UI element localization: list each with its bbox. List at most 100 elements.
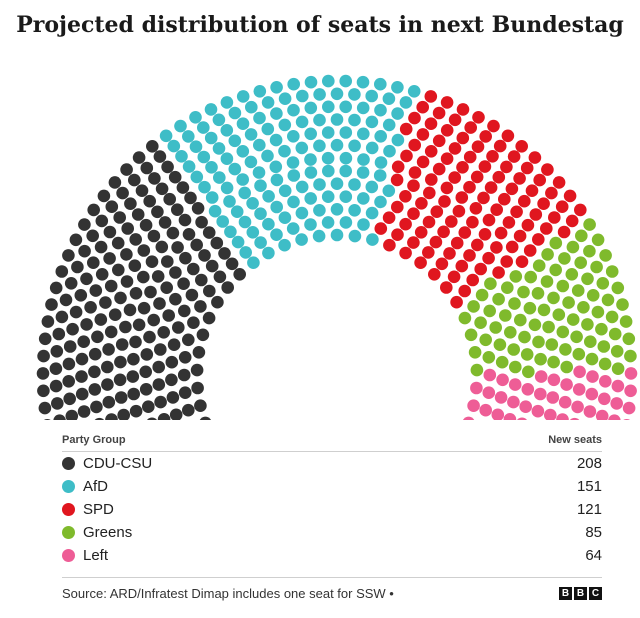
party-name: AfD: [83, 478, 109, 495]
seat-spd: [474, 262, 488, 276]
seat-greens: [610, 345, 624, 358]
seat-spd: [440, 96, 454, 109]
seat-greens: [484, 277, 497, 290]
seat-cdu-csu: [104, 279, 118, 293]
seat-afd: [391, 133, 405, 147]
legend-header: Party Group New seats: [62, 434, 602, 452]
seat-cdu-csu: [167, 338, 181, 352]
seat-afd: [365, 141, 379, 155]
seat-afd: [205, 191, 219, 204]
seat-spd: [532, 233, 545, 246]
seat-afd: [321, 190, 335, 203]
seat-afd: [230, 205, 244, 218]
seat-spd: [407, 236, 420, 249]
seat-cdu-csu: [182, 228, 196, 241]
seat-cdu-csu: [151, 270, 165, 283]
seat-afd: [295, 115, 309, 129]
seat-cdu-csu: [113, 211, 126, 224]
seat-cdu-csu: [75, 352, 89, 366]
seat-spd: [478, 160, 492, 173]
seat-left: [573, 365, 586, 379]
seat-afd: [208, 204, 222, 218]
seat-cdu-csu: [147, 229, 161, 243]
seat-cdu-csu: [43, 419, 51, 420]
seat-cdu-csu: [63, 340, 77, 353]
seat-spd: [408, 166, 422, 179]
seat-spd: [518, 194, 531, 208]
seat-spd: [382, 211, 396, 224]
seat-greens: [552, 308, 566, 322]
seat-count: 64: [585, 547, 602, 564]
seat-afd: [295, 180, 309, 194]
seat-cdu-csu: [139, 383, 153, 396]
seat-cdu-csu: [80, 272, 93, 286]
seat-afd: [278, 144, 291, 158]
seat-afd: [212, 142, 226, 155]
seat-cdu-csu: [205, 259, 219, 273]
seat-left: [611, 379, 625, 393]
seat-cdu-csu: [37, 349, 50, 363]
seat-spd: [471, 140, 485, 153]
seat-spd: [552, 176, 566, 189]
seat-afd: [374, 103, 387, 117]
seat-afd: [330, 87, 344, 101]
seat-greens: [541, 248, 554, 261]
seat-afd: [348, 178, 361, 191]
seat-afd: [252, 166, 266, 179]
seat-greens: [596, 277, 610, 290]
seat-cdu-csu: [115, 338, 129, 351]
seat-spd: [528, 151, 542, 164]
seat-cdu-csu: [75, 370, 88, 383]
seat-cdu-csu: [128, 173, 141, 187]
seat-spd: [432, 106, 446, 120]
seat-greens: [601, 293, 615, 307]
seat-afd: [270, 228, 283, 241]
seat-afd: [321, 151, 335, 165]
seat-greens: [566, 240, 580, 254]
seat-spd: [408, 111, 421, 125]
seat-greens: [570, 330, 583, 344]
seat-afd: [198, 180, 211, 194]
seat-spd: [456, 103, 470, 116]
seat-cdu-csu: [178, 213, 192, 227]
seat-greens: [520, 348, 534, 361]
seat-spd: [563, 189, 577, 203]
seat-afd: [287, 169, 301, 182]
bbc-logo-block: B: [574, 587, 587, 600]
seat-afd: [357, 153, 370, 166]
seat-afd: [357, 127, 370, 141]
seat-left: [496, 373, 509, 387]
seat-cdu-csu: [101, 378, 114, 391]
swatch-spd: [62, 503, 75, 516]
seat-left: [470, 381, 483, 395]
seat-spd: [463, 150, 477, 164]
seat-afd: [212, 113, 226, 127]
seat-cdu-csu: [95, 214, 109, 228]
seat-spd: [424, 90, 438, 103]
seat-greens: [492, 292, 505, 306]
seat-cdu-csu: [97, 189, 111, 203]
seat-spd: [448, 142, 462, 155]
seat-left: [572, 383, 586, 396]
seat-cdu-csu: [78, 218, 91, 231]
swatch-cdu-csu: [62, 457, 75, 470]
seat-afd: [269, 133, 283, 147]
seat-greens: [508, 297, 521, 310]
seat-greens: [489, 321, 503, 334]
seat-spd: [502, 216, 516, 229]
seat-cdu-csu: [213, 270, 227, 284]
seat-spd: [463, 180, 476, 194]
seat-cdu-csu: [187, 316, 200, 330]
seat-spd: [500, 160, 513, 174]
seat-afd: [278, 238, 291, 252]
seat-afd: [365, 89, 379, 103]
seat-cdu-csu: [137, 301, 151, 315]
seat-left: [467, 399, 480, 413]
seat-spd: [515, 140, 528, 153]
seat-spd: [424, 145, 438, 158]
seat-greens: [572, 347, 586, 361]
seat-greens: [532, 259, 546, 272]
seat-spd: [448, 171, 462, 184]
seat-greens: [534, 352, 547, 366]
seat-cdu-csu: [139, 365, 152, 379]
